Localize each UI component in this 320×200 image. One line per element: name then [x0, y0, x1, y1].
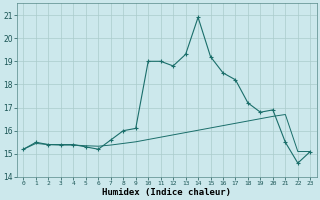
X-axis label: Humidex (Indice chaleur): Humidex (Indice chaleur) [102, 188, 231, 197]
